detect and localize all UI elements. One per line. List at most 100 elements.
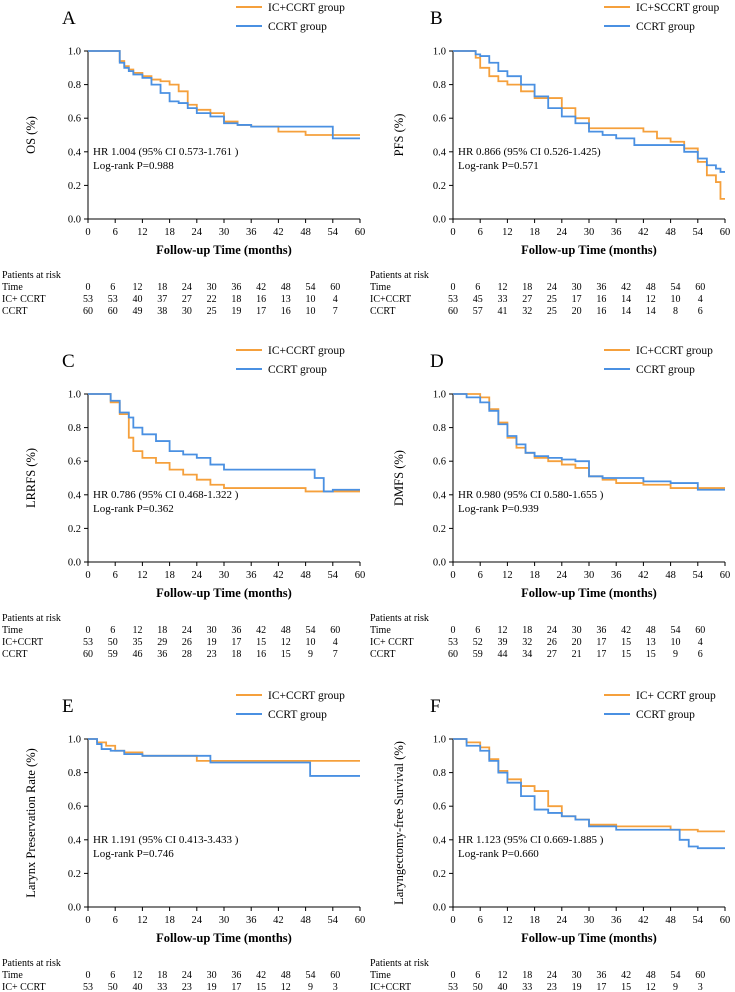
y-tick-label: 0.8: [433, 423, 446, 434]
risk-count: 25: [547, 306, 557, 317]
risk-count: 45: [473, 294, 483, 305]
x-tick-label: 24: [192, 570, 203, 581]
legend-label: IC+CCRT group: [268, 2, 345, 14]
y-tick-label: 0.2: [433, 524, 446, 535]
x-tick-label: 60: [355, 915, 366, 926]
risk-count: 15: [256, 982, 266, 992]
risk-count: 17: [572, 294, 582, 305]
risk-count: 4: [333, 637, 338, 648]
x-tick-label: 18: [164, 570, 175, 581]
risk-count: 53: [448, 294, 458, 305]
y-tick-label: 1.0: [433, 390, 446, 401]
risk-count: 10: [306, 294, 316, 305]
risk-count: 60: [83, 306, 93, 317]
x-tick-label: 6: [478, 227, 483, 238]
risk-count: 60: [448, 649, 458, 660]
risk-count: 38: [157, 306, 167, 317]
risk-count: 4: [698, 637, 703, 648]
risk-count: 17: [231, 637, 241, 648]
risk-table-header: Patients at risk: [2, 613, 61, 624]
series-line-1: [453, 393, 725, 489]
risk-time-value: 36: [596, 282, 606, 293]
risk-count: 19: [207, 637, 217, 648]
risk-time-value: 54: [306, 282, 316, 293]
risk-count: 13: [646, 637, 656, 648]
risk-time-value: 54: [671, 282, 681, 293]
risk-count: 17: [596, 637, 606, 648]
risk-count: 12: [281, 637, 291, 648]
hr-annotation: HR 0.980 (95% CI 0.580-1.655 ): [458, 489, 604, 501]
risk-count: 60: [108, 306, 118, 317]
risk-count: 18: [231, 649, 241, 660]
y-tick-label: 0.6: [68, 114, 81, 125]
hr-annotation: Log-rank P=0.660: [458, 848, 539, 860]
x-tick-label: 12: [502, 227, 513, 238]
y-axis-title: OS (%): [24, 116, 38, 154]
risk-time-value: 24: [547, 625, 557, 636]
risk-time-value: 42: [256, 625, 266, 636]
risk-count: 46: [133, 649, 143, 660]
x-tick-label: 42: [273, 227, 284, 238]
x-axis-title: Follow-up Time (months): [521, 931, 657, 945]
risk-count: 53: [108, 294, 118, 305]
x-tick-label: 18: [529, 227, 540, 238]
risk-count: 18: [231, 294, 241, 305]
x-tick-label: 30: [584, 915, 595, 926]
risk-time-value: 6: [475, 970, 480, 981]
hr-annotation: Log-rank P=0.362: [93, 503, 174, 515]
risk-table-header: Patients at risk: [370, 958, 429, 969]
x-tick-label: 36: [611, 570, 622, 581]
risk-time-value: 6: [110, 970, 115, 981]
risk-count: 15: [646, 649, 656, 660]
y-tick-label: 0.6: [68, 802, 81, 813]
panel-letter: E: [62, 696, 74, 717]
x-tick-label: 12: [502, 570, 513, 581]
risk-row-label: CCRT: [2, 649, 28, 660]
x-tick-label: 36: [611, 227, 622, 238]
risk-time-value: 18: [522, 970, 532, 981]
risk-count: 53: [83, 982, 93, 992]
legend-label: CCRT group: [636, 364, 695, 376]
risk-count: 14: [646, 306, 656, 317]
risk-count: 6: [698, 649, 703, 660]
risk-count: 6: [698, 306, 703, 317]
x-tick-label: 0: [450, 227, 455, 238]
risk-table-header: Patients at risk: [370, 270, 429, 281]
x-tick-label: 12: [137, 915, 148, 926]
risk-time-value: 0: [86, 970, 91, 981]
risk-count: 50: [108, 637, 118, 648]
y-tick-label: 0.6: [68, 457, 81, 468]
y-tick-label: 0.6: [433, 802, 446, 813]
series-line-2: [88, 393, 360, 493]
panel-letter: B: [430, 8, 443, 29]
risk-count: 33: [157, 982, 167, 992]
x-tick-label: 24: [557, 570, 568, 581]
risk-count: 15: [621, 649, 631, 660]
x-tick-label: 30: [584, 227, 595, 238]
risk-time-value: 24: [182, 282, 192, 293]
risk-count: 17: [596, 649, 606, 660]
x-tick-label: 0: [85, 570, 90, 581]
series-line-2: [453, 393, 725, 491]
risk-count: 39: [498, 637, 508, 648]
panel-a: A0 6 12 18 24 30 36 42 48 54 600.00.20.40.60.81.0F…: [2, 2, 365, 317]
risk-time-value: 48: [646, 970, 656, 981]
risk-time-value: 54: [306, 625, 316, 636]
x-tick-label: 6: [113, 915, 118, 926]
risk-row-label: IC+CCRT: [2, 637, 43, 648]
risk-time-value: 54: [306, 970, 316, 981]
x-tick-label: 0: [450, 570, 455, 581]
legend-label: CCRT group: [268, 364, 327, 376]
y-tick-label: 0.8: [68, 80, 81, 91]
y-tick-label: 0.4: [68, 147, 82, 158]
risk-time-value: 48: [281, 625, 291, 636]
risk-time-value: 12: [133, 282, 143, 293]
legend-label: IC+CCRT group: [268, 690, 345, 702]
risk-time-value: 48: [646, 282, 656, 293]
x-tick-label: 60: [720, 915, 731, 926]
y-tick-label: 0.0: [433, 903, 446, 914]
x-tick-label: 36: [246, 915, 257, 926]
x-tick-label: 12: [502, 915, 513, 926]
risk-table-header: Patients at risk: [2, 270, 61, 281]
